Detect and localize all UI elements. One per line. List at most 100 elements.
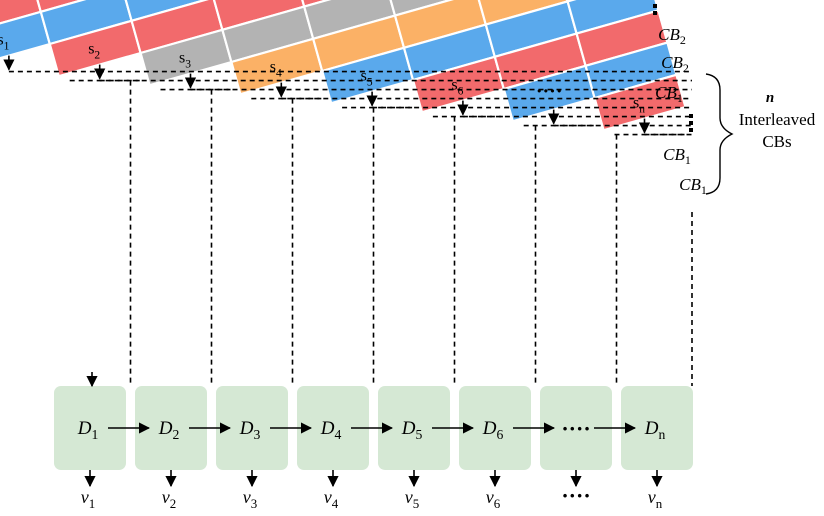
segment-label-6-main: s xyxy=(451,77,457,94)
vertical-dot-5 xyxy=(689,128,693,132)
output-label-1: v1 xyxy=(81,487,95,511)
decoder-label-6: D6 xyxy=(482,418,504,442)
decoder-label-4-main: D xyxy=(320,418,335,439)
segment-label-2-main: s xyxy=(88,41,94,58)
cb-label-sub: 1 xyxy=(677,91,683,105)
decoder-label-6-sub: 6 xyxy=(496,427,503,442)
segment-label-8-main: s xyxy=(633,95,639,112)
output-label-8-sub: n xyxy=(656,496,663,511)
decoder-label-1-main: D xyxy=(77,418,92,439)
segment-labels: s1 s2 s3 s4 s5 s6 ····sn xyxy=(0,32,645,116)
cb-label-main: CB xyxy=(661,53,683,72)
output-label-6-main: v xyxy=(486,487,494,507)
segment-label-1-main: s xyxy=(0,32,4,49)
cb-label-main: CB xyxy=(658,25,680,44)
cb-label-sub: 1 xyxy=(685,153,691,167)
cb-label-2: CB2 xyxy=(661,53,689,75)
output-label-1-main: v xyxy=(81,487,89,507)
segment-label-5: s5 xyxy=(361,68,373,89)
segment-label-3-sub: 3 xyxy=(185,59,191,71)
segment-label-6-sub: 6 xyxy=(458,86,464,98)
decoder-label-1: D1 xyxy=(77,418,99,442)
output-label-3-sub: 3 xyxy=(251,496,257,511)
decoder-label-5: D5 xyxy=(401,418,423,442)
decoder-labels: D1 D2 D3 D4 D5 D6 ···· Dn xyxy=(77,416,666,488)
decoder-label-3: D3 xyxy=(239,418,261,442)
segment-label-1: s1 xyxy=(0,32,10,53)
decoder-label-4-sub: 4 xyxy=(334,427,341,442)
decoder-box-2 xyxy=(135,386,207,470)
cb-label-main: CB xyxy=(655,83,677,102)
output-labels: v1 v2 v3 v4 v5 v6 ···· vn xyxy=(81,483,663,511)
decoder-label-1-sub: 1 xyxy=(91,427,98,442)
segment-label-3: s3 xyxy=(179,50,191,71)
cb-label-4: CB1 xyxy=(663,145,691,167)
decoder-label-3-sub: 3 xyxy=(253,427,260,442)
brace-n: n xyxy=(766,90,774,106)
output-label-4: v4 xyxy=(324,487,339,511)
segment-label-4-main: s xyxy=(270,59,276,76)
segment-label-1-sub: 1 xyxy=(4,41,10,53)
cb-label-main: CB xyxy=(679,175,701,194)
vertical-dot-1 xyxy=(653,4,657,8)
segment-label-5-main: s xyxy=(361,68,367,85)
segment-label-5-sub: 5 xyxy=(367,77,373,89)
decoder-label-5-main: D xyxy=(401,418,416,439)
output-label-3: v3 xyxy=(243,487,257,511)
cb-label-sub: 1 xyxy=(701,183,707,197)
decoder-label-2-main: D xyxy=(158,418,173,439)
decoder-box-4 xyxy=(297,386,369,470)
segment-label-8: sn xyxy=(633,95,645,116)
decoder-ellipsis: ···· xyxy=(561,416,590,441)
segment-label-2-sub: 2 xyxy=(94,50,100,62)
decoder-box-3 xyxy=(216,386,288,470)
segment-label-4-sub: 4 xyxy=(276,68,282,80)
decoder-label-2: D2 xyxy=(158,418,180,442)
decoder-box-7 xyxy=(540,386,612,470)
decoder-box-8 xyxy=(621,386,693,470)
output-label-3-main: v xyxy=(243,487,251,507)
output-label-4-sub: 4 xyxy=(332,496,339,511)
output-label-2: v2 xyxy=(162,487,176,511)
decoder-label-2-sub: 2 xyxy=(172,427,179,442)
output-label-8: vn xyxy=(648,487,663,511)
vertical-dot-3 xyxy=(689,114,693,118)
decoder-label-8-sub: n xyxy=(658,427,665,442)
output-label-5: v5 xyxy=(405,487,419,511)
segment-label-4: s4 xyxy=(270,59,282,80)
decoder-label-8-main: D xyxy=(644,418,659,439)
output-label-5-main: v xyxy=(405,487,413,507)
decoder-label-3-main: D xyxy=(239,418,254,439)
brace-line2: CBs xyxy=(762,132,791,151)
vertical-dot-4 xyxy=(689,121,693,125)
output-label-2-sub: 2 xyxy=(170,496,176,511)
output-label-1-sub: 1 xyxy=(89,496,95,511)
output-label-6-sub: 6 xyxy=(494,496,501,511)
decoder-label-5-sub: 5 xyxy=(415,427,422,442)
segment-label-3-main: s xyxy=(179,50,185,67)
cb-label-main: CB xyxy=(663,145,685,164)
cb-label-sub: 2 xyxy=(683,61,689,75)
decoder-box-5 xyxy=(378,386,450,470)
cb-label-sub: 2 xyxy=(680,33,686,47)
output-ellipsis: ···· xyxy=(561,483,590,508)
output-label-8-main: v xyxy=(648,487,656,507)
decoder-label-8: Dn xyxy=(644,418,666,442)
brace-icon xyxy=(705,73,734,195)
segment-ellipsis: ···· xyxy=(536,81,563,103)
segment-label-8-sub: n xyxy=(639,104,645,116)
segment-label-2: s2 xyxy=(88,41,100,62)
output-label-2-main: v xyxy=(162,487,170,507)
segment-label-6: s6 xyxy=(451,77,463,98)
decoder-label-4: D4 xyxy=(320,418,342,442)
cb-label-3: CB1 xyxy=(655,83,683,105)
output-label-4-main: v xyxy=(324,487,332,507)
decoder-box-1 xyxy=(54,386,126,470)
cb-label-5: CB1 xyxy=(679,175,707,197)
interleaved-strip xyxy=(0,0,687,132)
brace-line1: Interleaved xyxy=(739,110,816,129)
output-label-5-sub: 5 xyxy=(413,496,419,511)
decoder-box-6 xyxy=(459,386,531,470)
